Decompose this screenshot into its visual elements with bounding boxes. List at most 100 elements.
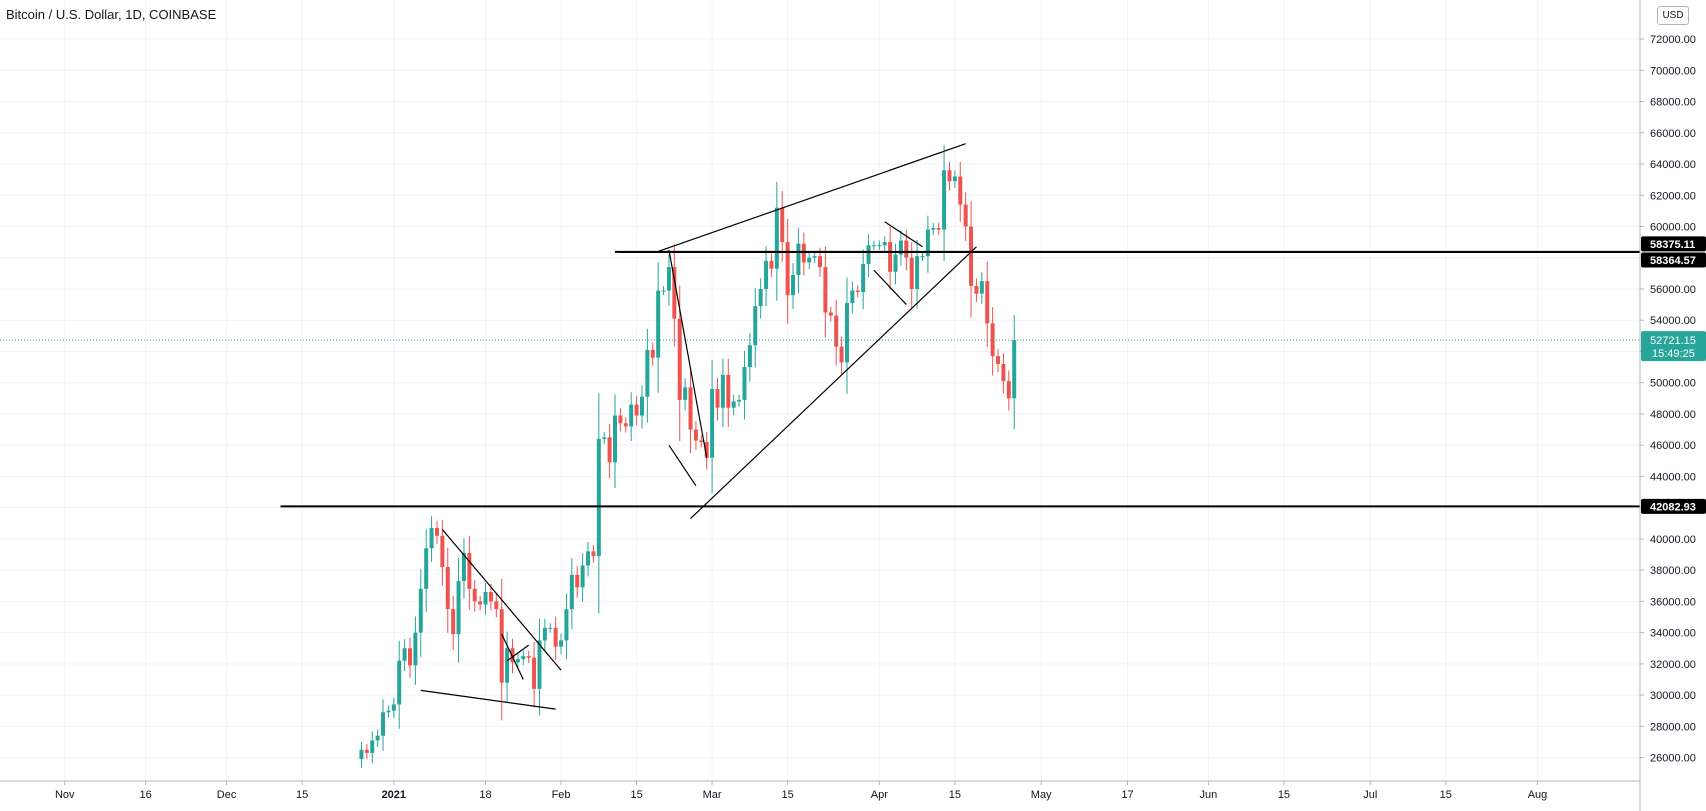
candle-body bbox=[796, 243, 801, 275]
candle-body bbox=[515, 659, 520, 663]
trend-line bbox=[884, 221, 923, 248]
candle-body bbox=[963, 204, 968, 227]
trend-line bbox=[420, 689, 556, 710]
y-tick-label: 36000.00 bbox=[1650, 596, 1696, 608]
y-tick-label: 38000.00 bbox=[1650, 565, 1696, 577]
y-tick-label: 26000.00 bbox=[1650, 753, 1696, 765]
y-tick-label: 44000.00 bbox=[1650, 471, 1696, 483]
y-tick-label: 54000.00 bbox=[1650, 315, 1696, 327]
level-label-42082-box bbox=[1641, 498, 1706, 514]
candle-body bbox=[893, 254, 898, 272]
y-tick-label: 72000.00 bbox=[1650, 34, 1696, 46]
candle-body bbox=[737, 399, 742, 402]
y-tick-label: 48000.00 bbox=[1650, 409, 1696, 421]
x-tick-label: 15 bbox=[1278, 789, 1290, 801]
last-price-box bbox=[1641, 331, 1706, 362]
candle-body bbox=[623, 423, 628, 427]
y-tick-label: 32000.00 bbox=[1650, 659, 1696, 671]
candle-body bbox=[548, 627, 553, 629]
candle-body bbox=[370, 740, 375, 753]
candle-body bbox=[564, 609, 569, 641]
trend-line bbox=[506, 644, 530, 662]
y-tick-label: 50000.00 bbox=[1650, 378, 1696, 390]
x-tick-label: Jun bbox=[1200, 789, 1218, 801]
candle-body bbox=[688, 387, 693, 430]
candle-body bbox=[634, 404, 639, 416]
candle-body bbox=[542, 627, 547, 641]
candle-body bbox=[780, 207, 785, 243]
candle-body bbox=[483, 591, 488, 605]
candle-body bbox=[461, 552, 466, 582]
y-tick-label: 66000.00 bbox=[1650, 128, 1696, 140]
candle-body bbox=[704, 442, 709, 458]
candle-body bbox=[726, 374, 731, 408]
candle-body bbox=[791, 274, 796, 296]
candle-body bbox=[650, 349, 655, 358]
candle-body bbox=[969, 226, 974, 286]
candle-body bbox=[672, 267, 677, 319]
x-tick-label: 18 bbox=[479, 789, 491, 801]
candle-body bbox=[683, 387, 688, 400]
candle-body bbox=[418, 588, 423, 633]
candle-body bbox=[666, 267, 671, 291]
candle-body bbox=[952, 176, 957, 182]
candle-body bbox=[920, 256, 925, 258]
candle-body bbox=[904, 240, 909, 258]
price-axis[interactable]: 26000.00 28000.00 30000.00 32000.00 34000.00… bbox=[1639, 0, 1696, 811]
candle-body bbox=[639, 396, 644, 416]
currency-button[interactable]: USD bbox=[1657, 6, 1689, 25]
candle-body bbox=[569, 574, 574, 610]
candle-body bbox=[834, 315, 839, 347]
candles bbox=[359, 144, 1017, 769]
candle-body bbox=[424, 548, 429, 589]
candle-body bbox=[818, 256, 822, 268]
candle-body bbox=[596, 438, 601, 557]
candle-body bbox=[499, 609, 504, 683]
chart-title: Bitcoin / U.S. Dollar, 1D, COINBASE bbox=[6, 7, 217, 22]
level-label-58364-box bbox=[1641, 252, 1706, 268]
time-axis[interactable]: Nov 16 Dec 15 2021 18 Feb 15 Mar 15 Apr 15 May 17 Jun 1… bbox=[0, 780, 1640, 801]
candle-body bbox=[510, 648, 515, 663]
candle-body bbox=[586, 551, 591, 566]
candle-body bbox=[710, 388, 715, 458]
level-label-58375: 58375.11 bbox=[1650, 239, 1695, 251]
trend-line bbox=[441, 529, 562, 671]
candle-body bbox=[575, 574, 580, 588]
candle-body bbox=[877, 245, 882, 247]
candle-body bbox=[467, 552, 472, 589]
candle-body bbox=[445, 567, 450, 610]
x-tick-label: Feb bbox=[552, 789, 571, 801]
candle-body bbox=[898, 240, 903, 255]
x-tick-label: 17 bbox=[1121, 789, 1133, 801]
x-tick-label: 15 bbox=[949, 789, 961, 801]
candle-body bbox=[925, 229, 930, 257]
x-tick-label: May bbox=[1031, 789, 1052, 801]
level-label-58375-box bbox=[1641, 236, 1706, 252]
candle-body bbox=[785, 242, 790, 296]
candle-body bbox=[381, 712, 386, 736]
level-label-58364: 58364.57 bbox=[1650, 255, 1696, 267]
candle-body bbox=[375, 735, 380, 741]
x-tick-label: 16 bbox=[140, 789, 152, 801]
candle-body bbox=[440, 535, 445, 568]
candle-body bbox=[828, 312, 833, 316]
candle-body bbox=[942, 170, 947, 230]
candle-body bbox=[580, 565, 585, 588]
candle-body bbox=[553, 627, 558, 647]
y-tick-label: 68000.00 bbox=[1650, 97, 1696, 109]
y-tick-label: 56000.00 bbox=[1650, 284, 1696, 296]
candle-body bbox=[364, 749, 369, 753]
y-tick-label: 64000.00 bbox=[1650, 159, 1696, 171]
candle-body bbox=[807, 257, 812, 263]
candle-body bbox=[861, 263, 866, 293]
candle-body bbox=[434, 527, 439, 536]
candle-body bbox=[812, 256, 817, 258]
candle-body bbox=[747, 345, 752, 368]
x-tick-label: Jul bbox=[1363, 789, 1377, 801]
last-price-label: 52721.15 bbox=[1650, 335, 1696, 347]
x-tick-label: Apr bbox=[871, 789, 888, 801]
candle-body bbox=[855, 290, 860, 293]
candle-body bbox=[931, 228, 936, 230]
candle-body bbox=[359, 749, 364, 760]
